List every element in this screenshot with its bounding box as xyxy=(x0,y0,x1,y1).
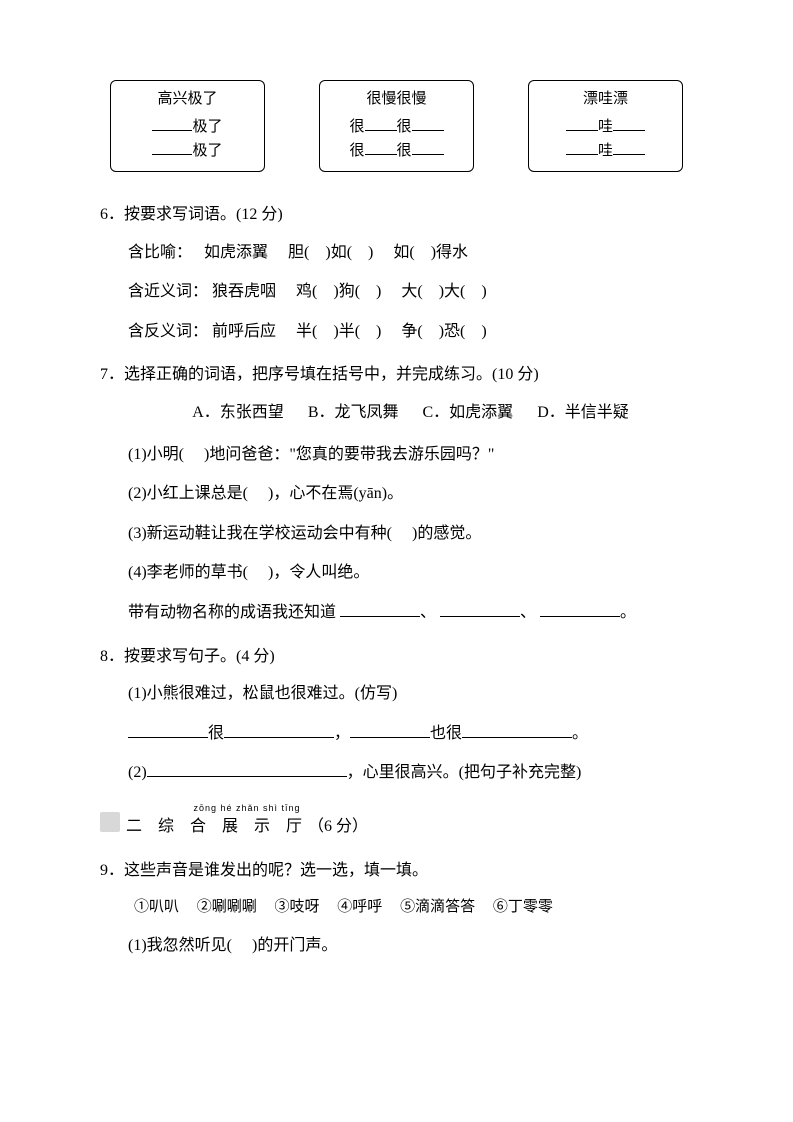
choice-b: B．龙飞凤舞 xyxy=(308,404,399,421)
pattern-box-2: 很慢很慢 很很 很很 xyxy=(319,80,474,172)
opt-5: ⑤滴滴答答 xyxy=(400,899,475,915)
q8-sub2[interactable]: (2)，心里很高兴。(把句子补充完整) xyxy=(128,760,693,786)
opt-6: ⑥丁零零 xyxy=(493,899,553,915)
box1-line2[interactable]: 极了 xyxy=(119,139,256,163)
box3-line1[interactable]: 哇 xyxy=(537,115,674,139)
q8-sub1-prompt: (1)小熊很难过，松鼠也很难过。(仿写) xyxy=(128,681,693,707)
q9-head: 9．这些声音是谁发出的呢？选一选，填一填。 xyxy=(100,858,693,884)
q8-head: 8．按要求写句子。(4 分) xyxy=(100,644,693,670)
q9-sub1[interactable]: (1)我忽然听见( )的开门声。 xyxy=(128,933,693,959)
section-icon xyxy=(100,812,120,832)
section-2-header: zōng hé zhǎn shì tīng 二 综 合 展 示 厅（6 分） xyxy=(100,804,693,840)
q7-extra[interactable]: 带有动物名称的成语我还知道 、 、 。 xyxy=(128,600,693,626)
opt-4: ④呼呼 xyxy=(337,899,382,915)
choice-c: C．如虎添翼 xyxy=(423,404,514,421)
q7-sub3[interactable]: (3)新运动鞋让我在学校运动会中有种( )的感觉。 xyxy=(128,521,693,547)
box2-line1[interactable]: 很很 xyxy=(328,115,465,139)
pattern-box-1: 高兴极了 极了 极了 xyxy=(110,80,265,172)
q7-sub4[interactable]: (4)李老师的草书( )，令人叫绝。 xyxy=(128,560,693,586)
choice-a: A．东张西望 xyxy=(192,404,284,421)
q8-sub1-answer[interactable]: 很，也很。 xyxy=(128,721,693,747)
q7-sub2[interactable]: (2)小红上课总是( )，心不在焉(yān)。 xyxy=(128,481,693,507)
question-7: 7．选择正确的词语，把序号填在括号中，并完成练习。(10 分) A．东张西望 B… xyxy=(100,362,693,625)
question-9: 9．这些声音是谁发出的呢？选一选，填一填。 ①叭叭 ②唰唰唰 ③吱呀 ④呼呼 ⑤… xyxy=(100,858,693,959)
opt-3: ③吱呀 xyxy=(275,899,320,915)
q6-row-simile: 含比喻： 如虎添翼 胆( )如( ) 如( )得水 xyxy=(128,240,693,266)
opt-1: ①叭叭 xyxy=(134,899,179,915)
q9-options: ①叭叭 ②唰唰唰 ③吱呀 ④呼呼 ⑤滴滴答答 ⑥丁零零 xyxy=(128,895,693,919)
box1-example: 高兴极了 xyxy=(119,87,256,111)
q7-sub1[interactable]: (1)小明( )地问爸爸："您真的要带我去游乐园吗？" xyxy=(128,442,693,468)
section-2-title: zōng hé zhǎn shì tīng 二 综 合 展 示 厅（6 分） xyxy=(126,804,368,840)
box1-line1[interactable]: 极了 xyxy=(119,115,256,139)
pattern-boxes-row: 高兴极了 极了 极了 很慢很慢 很很 很很 漂哇漂 哇 哇 xyxy=(100,80,693,172)
q7-choices: A．东张西望 B．龙飞凤舞 C．如虎添翼 D．半信半疑 xyxy=(128,400,693,426)
box2-example: 很慢很慢 xyxy=(328,87,465,111)
box3-example: 漂哇漂 xyxy=(537,87,674,111)
box3-line2[interactable]: 哇 xyxy=(537,139,674,163)
choice-d: D．半信半疑 xyxy=(537,404,629,421)
q6-row-synonym: 含近义词： 狼吞虎咽 鸡( )狗( ) 大( )大( ) xyxy=(128,279,693,305)
pattern-box-3: 漂哇漂 哇 哇 xyxy=(528,80,683,172)
question-8: 8．按要求写句子。(4 分) (1)小熊很难过，松鼠也很难过。(仿写) 很，也很… xyxy=(100,644,693,786)
box2-line2[interactable]: 很很 xyxy=(328,139,465,163)
question-6: 6．按要求写词语。(12 分) 含比喻： 如虎添翼 胆( )如( ) 如( )得… xyxy=(100,202,693,344)
q6-row-antonym: 含反义词： 前呼后应 半( )半( ) 争( )恐( ) xyxy=(128,319,693,345)
q7-head: 7．选择正确的词语，把序号填在括号中，并完成练习。(10 分) xyxy=(100,362,693,388)
opt-2: ②唰唰唰 xyxy=(197,899,257,915)
q6-head: 6．按要求写词语。(12 分) xyxy=(100,202,693,228)
